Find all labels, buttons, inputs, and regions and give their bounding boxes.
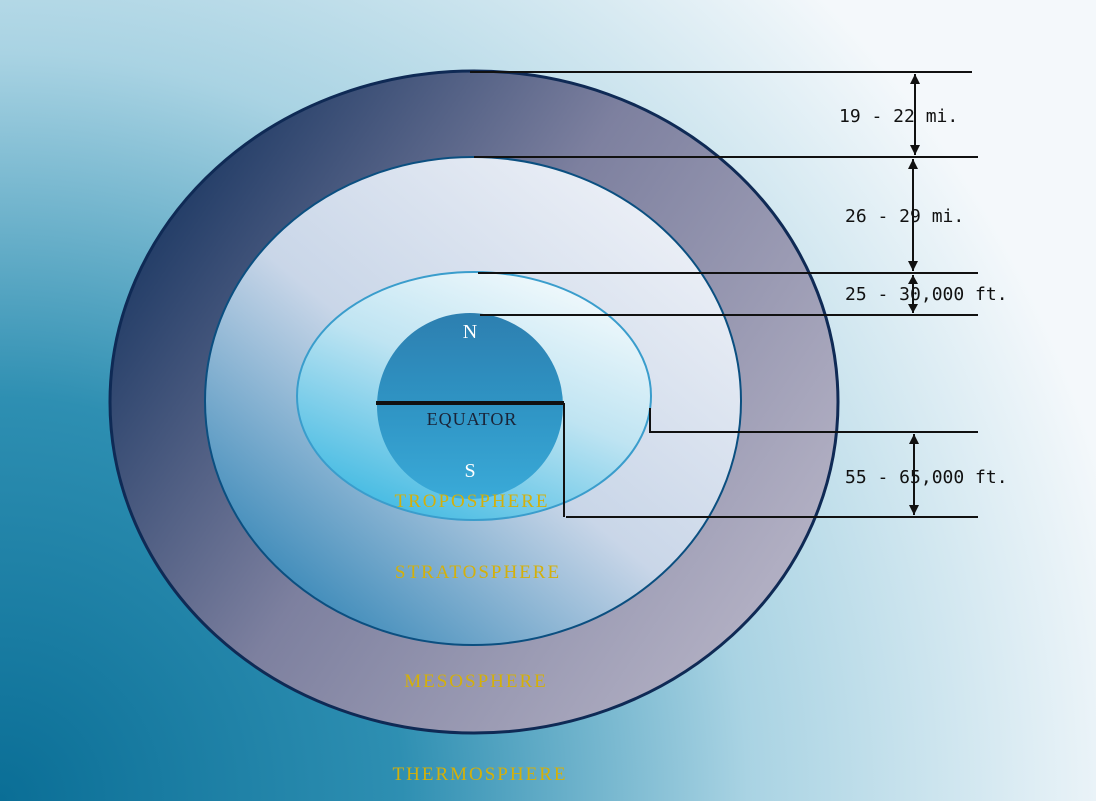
troposphere-equator-label: 55 - 65,000 ft.: [845, 467, 1008, 488]
earth-globe: [377, 313, 563, 499]
mesosphere-thickness-label: 19 - 22 mi.: [839, 106, 958, 127]
troposphere-equator-dimension-arrow: [909, 434, 919, 515]
troposphere-label: TROPOSPHERE: [394, 491, 549, 512]
equator-label: EQUATOR: [427, 409, 518, 429]
thermosphere-label: THERMOSPHERE: [393, 764, 568, 785]
stratosphere-thickness-label: 26 - 29 mi.: [845, 206, 964, 227]
south-pole-label: S: [464, 460, 475, 482]
north-pole-label: N: [463, 321, 477, 343]
stratosphere-label: STRATOSPHERE: [395, 562, 561, 583]
stratosphere-dimension-arrow: [908, 159, 918, 271]
mesosphere-dimension-arrow: [910, 74, 920, 155]
mesosphere-label: MESOSPHERE: [404, 671, 548, 692]
troposphere-polar-label: 25 - 30,000 ft.: [845, 284, 1008, 305]
troposphere-equator-line: [649, 408, 978, 433]
troposphere-polar-dimension-arrow: [908, 275, 918, 313]
